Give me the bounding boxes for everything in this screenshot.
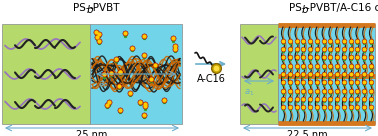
Text: PS-: PS-: [289, 3, 305, 13]
Text: A-C16: A-C16: [197, 74, 225, 84]
Text: 22.5 nm: 22.5 nm: [287, 130, 328, 136]
Text: $b$: $b$: [86, 3, 94, 15]
Text: $a_1$: $a_1$: [244, 87, 254, 98]
Text: 25 nm: 25 nm: [76, 130, 108, 136]
Text: -PVBT: -PVBT: [90, 3, 121, 13]
Bar: [90, 24, 182, 124]
Text: $b$: $b$: [301, 3, 310, 15]
Bar: [278, 24, 375, 124]
Bar: [240, 24, 278, 124]
Text: -PVBT/A-C16 complex: -PVBT/A-C16 complex: [305, 3, 378, 13]
Text: $a_0$: $a_0$: [98, 80, 108, 90]
Bar: [2, 24, 90, 124]
Text: PS-: PS-: [73, 3, 90, 13]
